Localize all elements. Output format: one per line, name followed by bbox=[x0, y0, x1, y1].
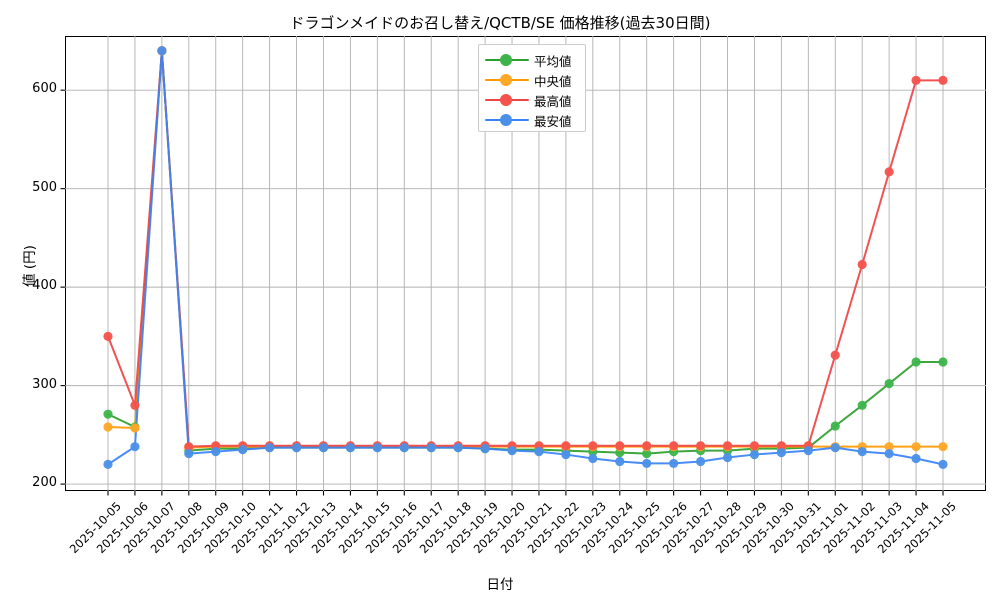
data-point bbox=[588, 453, 598, 464]
data-point bbox=[749, 441, 760, 451]
data-point bbox=[238, 445, 248, 455]
legend-item[interactable]: 最高値 bbox=[479, 90, 587, 110]
legend-label: 中央値 bbox=[534, 73, 572, 89]
data-point bbox=[184, 448, 194, 459]
legend-swatch-icon bbox=[485, 113, 529, 127]
legend-label: 平均値 bbox=[534, 53, 572, 69]
data-point bbox=[642, 441, 652, 451]
y-tick-label: 300 bbox=[32, 376, 57, 392]
data-point bbox=[911, 442, 921, 452]
data-point bbox=[776, 447, 786, 458]
data-point bbox=[884, 379, 894, 389]
data-point bbox=[318, 443, 329, 453]
legend: 平均値中央値最高値最安値 bbox=[478, 44, 586, 132]
legend-swatch-icon bbox=[485, 53, 529, 67]
data-point bbox=[130, 423, 140, 433]
legend-item[interactable]: 平均値 bbox=[479, 50, 587, 70]
data-point bbox=[749, 449, 760, 460]
data-point bbox=[938, 75, 948, 85]
data-point bbox=[776, 441, 786, 451]
data-point bbox=[830, 443, 840, 453]
data-point bbox=[615, 441, 625, 451]
data-point bbox=[803, 446, 813, 456]
data-point bbox=[130, 442, 140, 452]
y-tick-label: 200 bbox=[32, 475, 57, 491]
data-point bbox=[399, 443, 409, 453]
data-point bbox=[669, 458, 679, 469]
data-point bbox=[615, 456, 625, 467]
data-point bbox=[130, 400, 140, 410]
data-point bbox=[695, 456, 706, 467]
legend-label: 最高値 bbox=[534, 93, 572, 109]
y-tick-label: 400 bbox=[32, 278, 57, 294]
data-point bbox=[830, 421, 840, 431]
data-point bbox=[534, 447, 544, 457]
data-point bbox=[265, 443, 275, 453]
data-point bbox=[669, 441, 679, 451]
data-point bbox=[857, 259, 867, 270]
data-point bbox=[884, 442, 894, 452]
data-point bbox=[695, 441, 706, 451]
data-point bbox=[184, 442, 194, 452]
data-point bbox=[857, 400, 867, 410]
data-point bbox=[103, 331, 113, 341]
data-point bbox=[372, 443, 382, 453]
page-title: ドラゴンメイドのお召し替え/QCTB/SE 価格推移(過去30日間) bbox=[289, 14, 711, 32]
x-axis-title: 日付 bbox=[486, 577, 514, 593]
data-point bbox=[938, 357, 948, 367]
data-point bbox=[426, 443, 436, 453]
data-point bbox=[453, 443, 463, 453]
legend-swatch-icon bbox=[485, 93, 529, 107]
data-point bbox=[588, 441, 598, 451]
data-point bbox=[211, 447, 221, 457]
data-point bbox=[561, 441, 571, 451]
data-point bbox=[884, 167, 894, 177]
data-point bbox=[938, 459, 948, 470]
legend-item[interactable]: 中央値 bbox=[479, 70, 587, 90]
data-point bbox=[103, 459, 113, 470]
legend-label: 最安値 bbox=[534, 113, 572, 129]
data-point bbox=[722, 452, 733, 463]
data-point bbox=[507, 446, 517, 456]
data-point bbox=[480, 444, 490, 454]
data-point bbox=[291, 443, 302, 453]
plot-area bbox=[65, 36, 986, 491]
legend-swatch-icon bbox=[485, 73, 529, 87]
data-point bbox=[911, 75, 921, 85]
y-tick-label: 600 bbox=[32, 81, 57, 97]
data-point bbox=[103, 409, 113, 419]
data-point bbox=[911, 453, 921, 464]
data-point bbox=[830, 350, 840, 360]
data-point bbox=[722, 441, 733, 451]
data-point bbox=[911, 357, 921, 367]
data-point bbox=[157, 46, 167, 56]
data-point bbox=[857, 447, 867, 457]
y-axis-title: 値 (円) bbox=[22, 245, 38, 287]
data-point bbox=[884, 448, 894, 459]
data-point bbox=[561, 449, 571, 460]
legend-item[interactable]: 最安値 bbox=[479, 110, 587, 130]
data-point bbox=[345, 443, 356, 453]
data-point bbox=[642, 458, 652, 469]
data-point bbox=[938, 442, 948, 452]
data-point bbox=[642, 448, 652, 459]
data-point bbox=[103, 422, 113, 432]
y-tick-label: 500 bbox=[32, 179, 57, 195]
